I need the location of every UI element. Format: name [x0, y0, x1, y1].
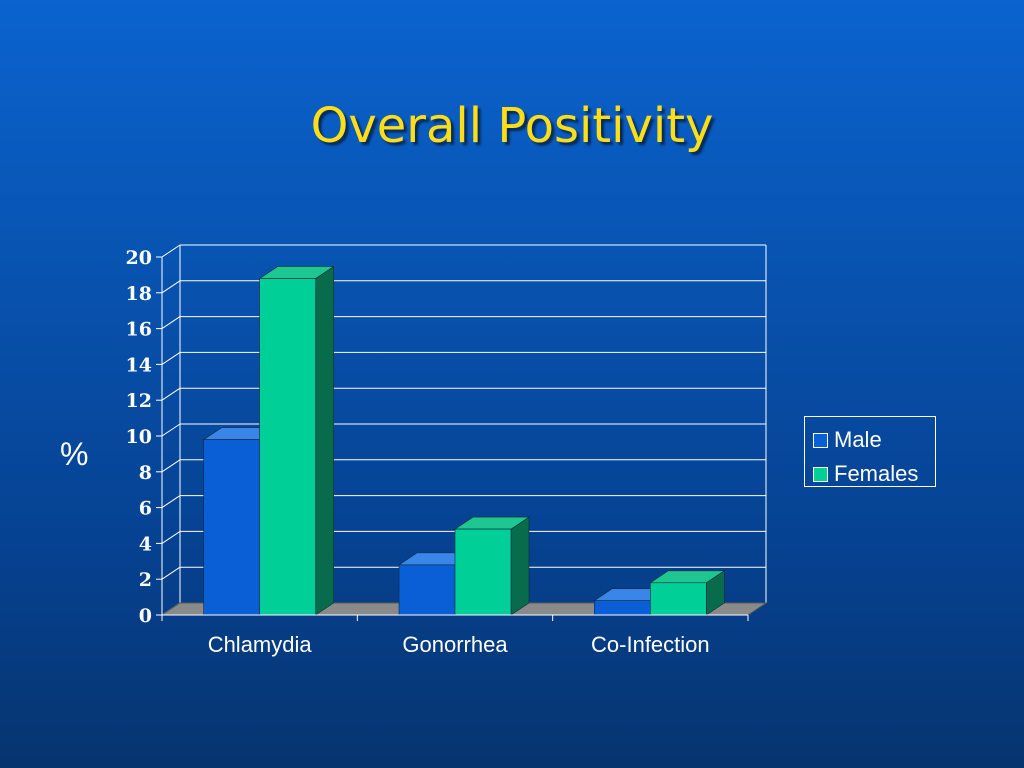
- x-tick-label-co-infection: Co-Infection: [591, 632, 710, 657]
- y-tick-label: 8: [139, 462, 152, 484]
- legend-item-females: Females: [813, 457, 935, 491]
- y-tick-label: 20: [126, 247, 152, 269]
- bar-females-chlamydia: [258, 265, 335, 616]
- bar-females-gonorrhea: [454, 516, 530, 616]
- side-wall-gridline: [161, 459, 181, 473]
- bar-females-chlamydia-side: [315, 265, 334, 616]
- bar-females-co-infection-front: [650, 582, 707, 616]
- side-wall-gridline: [161, 495, 181, 509]
- bars-layer: [202, 265, 726, 616]
- slide-title: Overall Positivity: [310, 98, 714, 154]
- side-wall-gridline: [161, 280, 181, 294]
- bar-females-gonorrhea-side: [510, 516, 530, 616]
- y-tick-label: 0: [139, 605, 152, 627]
- side-wall-gridline: [161, 244, 181, 258]
- y-tick-label: 16: [126, 319, 152, 341]
- bar-male-co-infection-front: [594, 600, 651, 616]
- y-tick-label: 6: [139, 498, 152, 520]
- side-wall-gridline: [161, 351, 181, 365]
- legend: Male Females: [804, 416, 936, 487]
- bar-females-co-infection: [649, 570, 726, 616]
- legend-swatch-females: [813, 466, 828, 482]
- y-tick-label: 12: [126, 390, 152, 412]
- y-tick-label: 18: [126, 283, 152, 305]
- legend-label-females: Females: [834, 461, 919, 486]
- legend-label-male: Male: [834, 427, 882, 452]
- legend-item-male: Male: [813, 423, 935, 457]
- x-tick-label-gonorrhea: Gonorrhea: [402, 632, 508, 657]
- y-tick-label: 2: [139, 569, 152, 591]
- side-wall-gridline: [161, 566, 181, 580]
- bar-females-gonorrhea-front: [454, 528, 512, 616]
- axis-layer: 0 2 4 6 8 10 12 14 16 18 20 Chlamydia Gonorrhea Co-In…: [126, 247, 749, 657]
- y-tick-label: 4: [139, 533, 152, 555]
- y-tick-label: 10: [126, 426, 152, 448]
- x-tick-label-chlamydia: Chlamydia: [208, 632, 313, 657]
- legend-swatch-male: [813, 432, 828, 448]
- side-wall-gridline: [161, 387, 181, 401]
- side-wall-gridline: [161, 423, 181, 437]
- bar-females-chlamydia-front: [259, 278, 316, 616]
- bar-male-chlamydia-front: [203, 439, 260, 616]
- side-wall-gridline: [161, 316, 181, 330]
- bar-male-gonorrhea-front: [398, 564, 456, 616]
- side-wall-gridline: [161, 530, 181, 544]
- y-tick-label: 14: [126, 354, 152, 376]
- y-axis-label: %: [60, 436, 89, 472]
